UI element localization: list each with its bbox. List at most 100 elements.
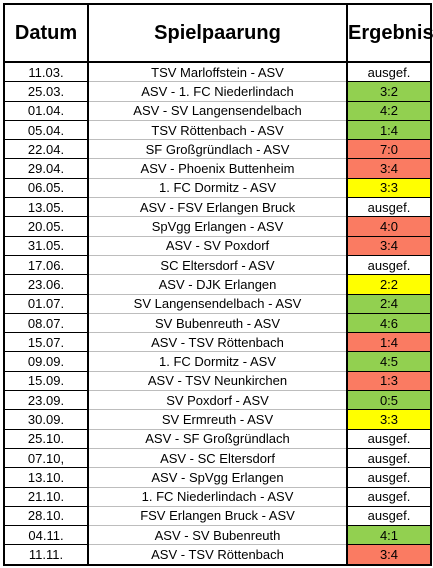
match-cell: SV Langensendelbach - ASV <box>87 294 348 314</box>
result-cell: 3:3 <box>346 409 432 430</box>
date-cell: 13.10. <box>3 467 89 488</box>
date-cell: 23.06. <box>3 274 89 295</box>
table-row: 25.03. ASV - 1. FC Niederlindach 3:2 <box>3 81 432 102</box>
table-row: 20.05. SpVgg Erlangen - ASV 4:0 <box>3 216 432 237</box>
results-table: Datum Spielpaarung Ergebnis 11.03. TSV Ma… <box>3 3 433 566</box>
header-date: Datum <box>3 3 89 63</box>
date-cell: 20.05. <box>3 216 89 237</box>
match-cell: ASV - FSV Erlangen Bruck <box>87 197 348 218</box>
date-cell: 21.10. <box>3 487 89 507</box>
result-cell: 2:2 <box>346 274 432 295</box>
result-cell: 4:2 <box>346 101 432 121</box>
match-cell: FSV Erlangen Bruck - ASV <box>87 506 348 527</box>
result-cell: 3:3 <box>346 178 432 199</box>
match-cell: TSV Röttenbach - ASV <box>87 120 348 141</box>
date-cell: 09.09. <box>3 351 89 372</box>
table-row: 07.10, ASV - SC Eltersdorf ausgef. <box>3 448 432 469</box>
match-cell: TSV Marloffstein - ASV <box>87 62 348 83</box>
date-cell: 15.09. <box>3 371 89 392</box>
date-cell: 01.04. <box>3 101 89 121</box>
table-row: 06.05. 1. FC Dormitz - ASV 3:3 <box>3 178 432 199</box>
table-row: 04.11. ASV - SV Bubenreuth 4:1 <box>3 525 432 546</box>
date-cell: 05.04. <box>3 120 89 141</box>
match-cell: SV Ermreuth - ASV <box>87 409 348 430</box>
result-cell: 1:4 <box>346 332 432 353</box>
date-cell: 22.04. <box>3 139 89 160</box>
table-row: 15.07. ASV - TSV Röttenbach 1:4 <box>3 332 432 353</box>
table-row: 11.03. TSV Marloffstein - ASV ausgef. <box>3 62 432 83</box>
match-cell: 1. FC Dormitz - ASV <box>87 178 348 199</box>
match-cell: SV Bubenreuth - ASV <box>87 313 348 334</box>
result-cell: 0:5 <box>346 390 432 411</box>
table-row: 30.09. SV Ermreuth - ASV 3:3 <box>3 409 432 430</box>
table-row: 28.10. FSV Erlangen Bruck - ASV ausgef. <box>3 506 432 527</box>
match-cell: ASV - SpVgg Erlangen <box>87 467 348 488</box>
result-cell: ausgef. <box>346 487 432 507</box>
table-row: 08.07. SV Bubenreuth - ASV 4:6 <box>3 313 432 334</box>
header-result: Ergebnis <box>346 3 433 63</box>
match-cell: ASV - SC Eltersdorf <box>87 448 348 469</box>
match-cell: ASV - SV Langensendelbach <box>87 101 348 121</box>
table-row: 17.06. SC Eltersdorf - ASV ausgef. <box>3 255 432 276</box>
table-row: 15.09. ASV - TSV Neunkirchen 1:3 <box>3 371 432 392</box>
header-row: Datum Spielpaarung Ergebnis <box>3 3 433 63</box>
date-cell: 11.03. <box>3 62 89 83</box>
result-cell: 1:3 <box>346 371 432 392</box>
match-cell: ASV - Phoenix Buttenheim <box>87 158 348 179</box>
table-row: 21.10. 1. FC Niederlindach - ASV ausgef. <box>3 487 432 507</box>
date-cell: 11.11. <box>3 544 89 566</box>
result-cell: ausgef. <box>346 62 432 83</box>
table-row: 25.10. ASV - SF Großgründlach ausgef. <box>3 429 432 449</box>
header-match: Spielpaarung <box>87 3 348 63</box>
result-cell: ausgef. <box>346 506 432 527</box>
match-cell: SpVgg Erlangen - ASV <box>87 216 348 237</box>
match-cell: ASV - 1. FC Niederlindach <box>87 81 348 102</box>
date-cell: 17.06. <box>3 255 89 276</box>
result-cell: 7:0 <box>346 139 432 160</box>
table-row: 13.05. ASV - FSV Erlangen Bruck ausgef. <box>3 197 432 218</box>
table-row: 29.04. ASV - Phoenix Buttenheim 3:4 <box>3 158 432 179</box>
table-body: 11.03. TSV Marloffstein - ASV ausgef. 25.03… <box>3 62 432 566</box>
match-cell: 1. FC Niederlindach - ASV <box>87 487 348 507</box>
date-cell: 25.10. <box>3 429 89 449</box>
date-cell: 31.05. <box>3 236 89 256</box>
table-row: 05.04. TSV Röttenbach - ASV 1:4 <box>3 120 432 141</box>
result-cell: 3:4 <box>346 158 432 179</box>
date-cell: 13.05. <box>3 197 89 218</box>
table-header: Datum Spielpaarung Ergebnis <box>3 3 433 63</box>
table-row: 23.06. ASV - DJK Erlangen 2:2 <box>3 274 432 295</box>
match-cell: ASV - TSV Röttenbach <box>87 544 348 566</box>
table-row: 31.05. ASV - SV Poxdorf 3:4 <box>3 236 432 256</box>
result-cell: 2:4 <box>346 294 432 314</box>
table-row: 11.11. ASV - TSV Röttenbach 3:4 <box>3 544 432 566</box>
result-cell: ausgef. <box>346 255 432 276</box>
date-cell: 04.11. <box>3 525 89 546</box>
result-cell: ausgef. <box>346 448 432 469</box>
result-cell: 4:5 <box>346 351 432 372</box>
date-cell: 08.07. <box>3 313 89 334</box>
date-cell: 15.07. <box>3 332 89 353</box>
table-row: 22.04. SF Großgründlach - ASV 7:0 <box>3 139 432 160</box>
match-cell: SF Großgründlach - ASV <box>87 139 348 160</box>
date-cell: 07.10, <box>3 448 89 469</box>
result-cell: 3:4 <box>346 236 432 256</box>
result-cell: 4:0 <box>346 216 432 237</box>
match-cell: ASV - DJK Erlangen <box>87 274 348 295</box>
match-cell: ASV - SF Großgründlach <box>87 429 348 449</box>
match-cell: 1. FC Dormitz - ASV <box>87 351 348 372</box>
match-cell: ASV - SV Poxdorf <box>87 236 348 256</box>
result-cell: 3:4 <box>346 544 432 566</box>
match-cell: ASV - TSV Röttenbach <box>87 332 348 353</box>
result-cell: 4:6 <box>346 313 432 334</box>
result-cell: ausgef. <box>346 197 432 218</box>
match-cell: ASV - SV Bubenreuth <box>87 525 348 546</box>
result-cell: ausgef. <box>346 429 432 449</box>
date-cell: 23.09. <box>3 390 89 411</box>
result-cell: 3:2 <box>346 81 432 102</box>
table-row: 01.04. ASV - SV Langensendelbach 4:2 <box>3 101 432 121</box>
result-cell: 1:4 <box>346 120 432 141</box>
date-cell: 29.04. <box>3 158 89 179</box>
date-cell: 30.09. <box>3 409 89 430</box>
table-row: 01.07. SV Langensendelbach - ASV 2:4 <box>3 294 432 314</box>
